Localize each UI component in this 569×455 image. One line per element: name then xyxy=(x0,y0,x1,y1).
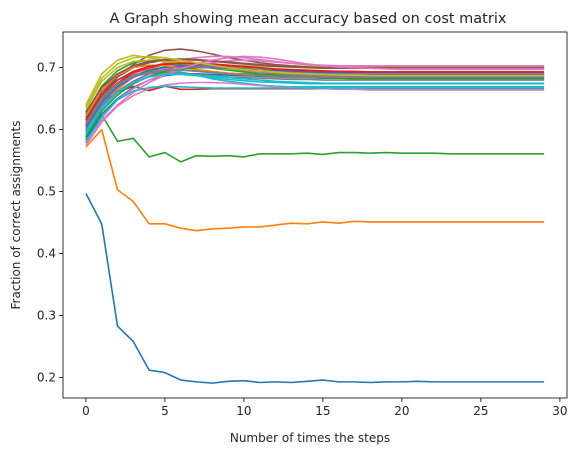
x-axis-label: Number of times the steps xyxy=(230,431,390,445)
x-tick-label: 25 xyxy=(473,404,488,418)
y-tick-label: 0.3 xyxy=(37,309,56,323)
y-tick-label: 0.6 xyxy=(37,123,56,137)
series-line-10 xyxy=(85,69,545,131)
series-line-30 xyxy=(85,73,545,133)
series-line-24 xyxy=(85,62,545,121)
series-line-1 xyxy=(85,193,545,384)
series-layer xyxy=(85,48,545,384)
y-axis-label: Fraction of correct assignments xyxy=(9,121,23,310)
series-line-26 xyxy=(85,58,545,113)
x-tick-label: 20 xyxy=(394,404,409,418)
series-line-29 xyxy=(85,55,545,108)
chart-title: A Graph showing mean accuracy based on c… xyxy=(110,11,507,27)
x-tick-label: 10 xyxy=(236,404,251,418)
y-tick-label: 0.4 xyxy=(37,247,56,261)
series-line-32 xyxy=(85,85,545,143)
series-line-27 xyxy=(85,55,545,142)
y-tick-label: 0.2 xyxy=(37,371,56,385)
series-line-2 xyxy=(85,128,545,232)
y-tick-label: 0.5 xyxy=(37,185,56,199)
x-tick-label: 0 xyxy=(82,404,90,418)
y-axis-ticks: 0.2 0.3 0.4 0.5 0.6 0.7 xyxy=(37,61,63,385)
plot-frame xyxy=(62,31,568,399)
x-tick-label: 15 xyxy=(315,404,330,418)
x-tick-label: 5 xyxy=(161,404,169,418)
x-tick-label: 30 xyxy=(552,404,567,418)
series-line-3 xyxy=(85,113,545,163)
y-tick-label: 0.7 xyxy=(37,61,56,75)
series-line-28 xyxy=(85,69,545,126)
x-axis-ticks: 0 5 10 15 20 25 30 xyxy=(82,398,568,418)
